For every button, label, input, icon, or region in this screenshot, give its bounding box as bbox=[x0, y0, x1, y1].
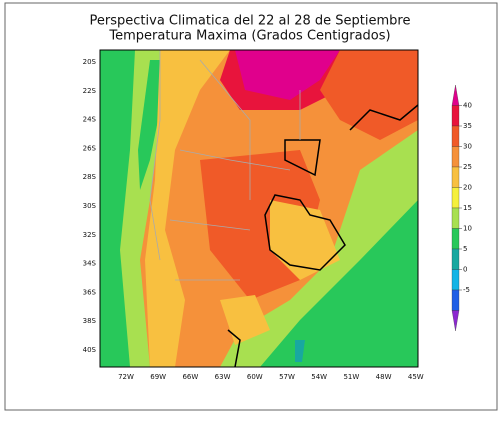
colorbar-label: 35 bbox=[463, 122, 472, 130]
longitude-label: 69W bbox=[150, 373, 166, 381]
latitude-label: 32S bbox=[83, 231, 97, 239]
colorbar-label: 15 bbox=[463, 204, 472, 212]
colorbar-segment bbox=[451, 105, 460, 127]
latitude-label: 20S bbox=[83, 58, 97, 66]
colorbar-segment bbox=[451, 228, 460, 250]
latitude-label: 38S bbox=[83, 317, 97, 325]
colorbar-label: 20 bbox=[463, 184, 472, 192]
latitude-label: 34S bbox=[83, 260, 97, 268]
colorbar-segment bbox=[451, 289, 460, 311]
colorbar-segment bbox=[451, 269, 460, 291]
latitude-label: 26S bbox=[83, 144, 97, 152]
longitude-label: 54W bbox=[311, 373, 327, 381]
longitude-label: 45W bbox=[408, 373, 424, 381]
colorbar-segment bbox=[451, 310, 460, 332]
longitude-label: 66W bbox=[182, 373, 198, 381]
colorbar-segment bbox=[451, 84, 460, 106]
latitude-label: 22S bbox=[83, 87, 97, 95]
longitude-label: 57W bbox=[279, 373, 295, 381]
temperature-field bbox=[100, 50, 418, 367]
colorbar-label: 5 bbox=[463, 245, 467, 253]
longitude-label: 60W bbox=[247, 373, 263, 381]
colorbar-segment bbox=[451, 187, 460, 209]
latitude-label: 40S bbox=[83, 346, 97, 354]
colorbar-segment bbox=[451, 207, 460, 229]
latitude-label: 24S bbox=[83, 116, 97, 124]
colorbar-label: 10 bbox=[463, 225, 472, 233]
longitude-label: 63W bbox=[215, 373, 231, 381]
longitude-label: 48W bbox=[376, 373, 392, 381]
colorbar-segment bbox=[451, 125, 460, 147]
latitude-label: 36S bbox=[83, 288, 97, 296]
title-line-2: Temperatura Maxima (Grados Centigrados) bbox=[108, 29, 390, 44]
colorbar-label: -5 bbox=[463, 286, 470, 294]
colorbar-segment bbox=[451, 146, 460, 168]
colorbar-label: 40 bbox=[463, 102, 472, 110]
title-line-1: Perspectiva Climatica del 22 al 28 de Se… bbox=[90, 14, 411, 29]
colorbar-segment bbox=[451, 248, 460, 270]
map-border bbox=[99, 49, 419, 368]
colorbar-label: 30 bbox=[463, 143, 472, 151]
colorbar: 40 35 30 25 20 15 10 5 0 -5 bbox=[451, 84, 472, 332]
colorbar-segment bbox=[451, 166, 460, 188]
colorbar-label: 0 bbox=[463, 266, 467, 274]
longitude-label: 51W bbox=[343, 373, 359, 381]
colorbar-label: 25 bbox=[463, 163, 472, 171]
latitude-label: 28S bbox=[83, 173, 97, 181]
frame bbox=[4, 2, 498, 411]
longitude-label: 72W bbox=[118, 373, 134, 381]
latitude-label: 30S bbox=[83, 202, 97, 210]
